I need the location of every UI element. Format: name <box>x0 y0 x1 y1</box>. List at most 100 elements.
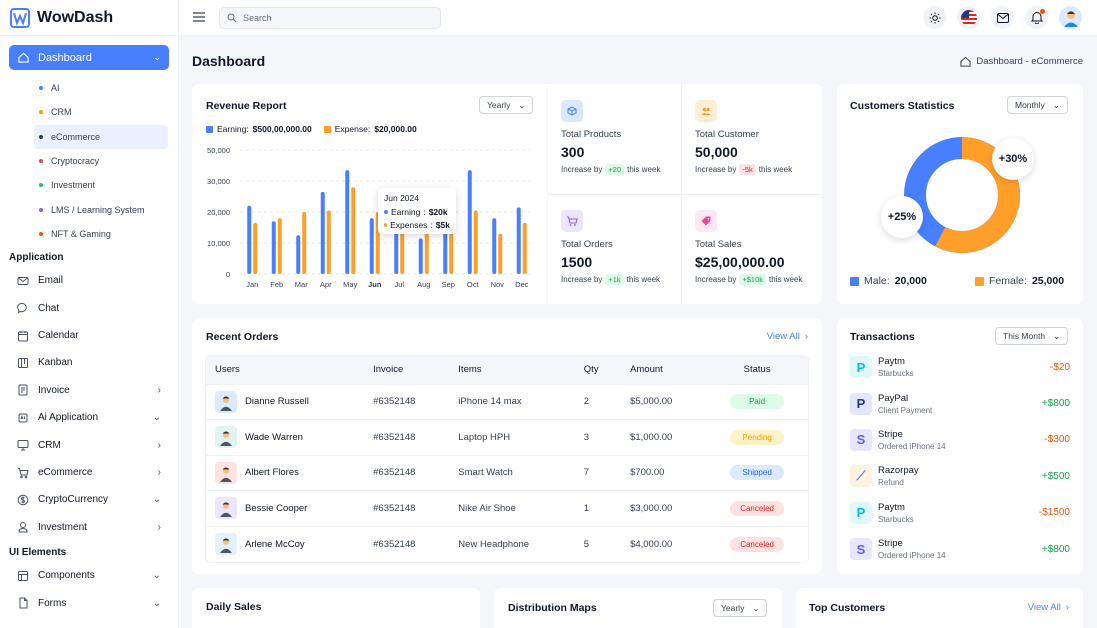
sidebar-item-components[interactable]: Components ⌄ <box>0 562 178 589</box>
transaction-name: Stripe <box>878 428 903 440</box>
bar-earning-aug[interactable] <box>418 238 423 274</box>
revenue-period-select[interactable]: Yearly ⌄ <box>479 96 534 114</box>
sidebar-item-ai-application[interactable]: Ai Application ⌄ <box>0 404 178 431</box>
calendar-icon <box>17 330 29 342</box>
avatar[interactable] <box>1059 6 1082 29</box>
invoice-cell: #6352148 <box>364 490 450 526</box>
bar-earning-jan[interactable] <box>247 205 252 274</box>
search-input[interactable]: Search <box>219 7 441 29</box>
orders-table: Users Invoice Items Qty Amount Status Dianne … <box>205 355 809 563</box>
qty-cell: 2 <box>574 383 622 420</box>
theme-toggle-button[interactable] <box>923 6 946 29</box>
x-tick-label: May <box>343 280 357 289</box>
table-row[interactable]: Wade Warren #6352148 Laptop HPH 3 $1,000.00 P… <box>206 419 808 455</box>
x-tick-label: Sep <box>442 280 455 289</box>
transaction-name: Razorpay <box>878 465 919 477</box>
sidebar-item-forms[interactable]: Forms ⌄ <box>0 589 178 616</box>
distribution-period-select[interactable]: Yearly ⌄ <box>713 599 768 617</box>
sidebar-item-investment[interactable]: Investment › <box>0 514 178 541</box>
chat-icon <box>17 302 29 314</box>
table-row[interactable]: Arlene McCoy #6352148 New Headphone 5 $4,000… <box>206 525 808 562</box>
cart-icon <box>17 467 29 479</box>
submenu-item-crm[interactable]: CRM <box>0 100 168 124</box>
stat-change: Increase by +20 this week <box>561 164 661 175</box>
user-name: Albert Flores <box>245 467 299 479</box>
list-item[interactable]: P Paytm Starbucks -$1500 <box>850 495 1070 531</box>
list-item[interactable]: ⟋ Razorpay Refund +$500 <box>850 458 1070 494</box>
sidebar-item-kanban[interactable]: Kanban <box>0 349 178 376</box>
bullet-icon <box>39 207 43 212</box>
submenu-item-ai[interactable]: AI <box>0 76 168 100</box>
sidebar-item-invoice[interactable]: Invoice › <box>0 377 178 404</box>
view-all-orders-link[interactable]: View All › <box>766 331 808 342</box>
bar-earning-dec[interactable] <box>516 207 521 274</box>
bar-earning-apr[interactable] <box>320 191 325 274</box>
logo[interactable]: WowDash <box>0 0 178 36</box>
transaction-subtitle: Client Payment <box>878 405 933 415</box>
sidebar-item-calendar[interactable]: Calendar <box>0 322 178 349</box>
submenu-item-lms-learning-system[interactable]: LMS / Learning System <box>0 197 168 221</box>
revenue-report-card: Revenue Report Yearly ⌄ Earning: $500,00,… <box>192 84 547 304</box>
bar-earning-jun[interactable] <box>369 218 374 274</box>
tooltip-expense-value: $5k <box>435 220 450 230</box>
sidebar-item-chat[interactable]: Chat <box>0 294 178 321</box>
bar-expense-nov[interactable] <box>498 233 503 274</box>
x-tick-label: Nov <box>491 280 505 289</box>
bar-expense-mar[interactable] <box>302 212 307 274</box>
list-item[interactable]: P PayPal Client Payment +$800 <box>850 385 1070 421</box>
bar-expense-apr[interactable] <box>326 210 331 274</box>
submenu-label: NFT & Gaming <box>51 228 111 239</box>
sidebar-item-email[interactable]: Email <box>0 267 178 294</box>
bar-earning-feb[interactable] <box>271 221 276 274</box>
stat-total-sales: Total Sales $25,00,000.00 Increase by +$10k… <box>695 210 802 285</box>
menu-icon[interactable] <box>193 12 205 22</box>
sidebar-item-dashboard[interactable]: Dashboard ⌄ <box>9 45 169 70</box>
view-all-customers-link[interactable]: View All › <box>1027 602 1069 613</box>
notifications-button[interactable] <box>1025 6 1048 29</box>
bar-expense-may[interactable] <box>351 187 356 274</box>
submenu-item-cryptocracy[interactable]: Cryptocracy <box>0 149 168 173</box>
table-row[interactable]: Dianne Russell #6352148 iPhone 14 max 2 $5,0… <box>206 383 808 420</box>
x-tick-label: Jul <box>394 280 404 289</box>
sidebar-item-crm[interactable]: CRM › <box>0 431 178 458</box>
page-title: Dashboard <box>192 53 266 69</box>
messages-button[interactable] <box>991 6 1014 29</box>
column-header-users: Users <box>206 356 365 384</box>
select-value: Monthly <box>1015 100 1045 110</box>
bar-expense-dec[interactable] <box>522 222 527 274</box>
transactions-period-select[interactable]: This Month ⌄ <box>995 327 1069 345</box>
x-tick-label: Dec <box>515 280 529 289</box>
bar-earning-mar[interactable] <box>296 235 301 274</box>
customers-period-select[interactable]: Monthly ⌄ <box>1007 96 1068 114</box>
bar-earning-oct[interactable] <box>467 170 472 274</box>
list-item[interactable]: P Paytm Starbucks -$20 <box>850 349 1070 385</box>
submenu-item-ecommerce[interactable]: eCommerce <box>34 124 168 149</box>
submenu-label: CRM <box>51 107 72 118</box>
bar-earning-may[interactable] <box>345 170 350 274</box>
sidebar-item-cryptocurrency[interactable]: CryptoCurrency ⌄ <box>0 486 178 513</box>
bar-expense-jan[interactable] <box>253 222 258 274</box>
bar-earning-nov[interactable] <box>492 218 497 274</box>
column-header-items: Items <box>449 356 575 384</box>
submenu-item-investment[interactable]: Investment <box>0 173 168 197</box>
ai-icon <box>17 412 29 424</box>
bar-expense-feb[interactable] <box>277 218 282 274</box>
female-percent-bubble: +30% <box>992 138 1034 180</box>
sidebar-item-ecommerce[interactable]: eCommerce › <box>0 459 178 486</box>
list-item[interactable]: S Stripe Ordered iPhone 14 +$800 <box>850 531 1070 567</box>
customers-statistics-card: Customers Statistics Monthly ⌄ +30% +25%… <box>837 84 1083 304</box>
male-percent-bubble: +25% <box>881 196 923 238</box>
language-button[interactable] <box>957 6 980 29</box>
transaction-subtitle: Ordered iPhone 14 <box>878 441 946 451</box>
table-row[interactable]: Bessie Cooper #6352148 Nike Air Shoe 1 $3,00… <box>206 490 808 526</box>
stat-label: Total Orders <box>561 239 613 250</box>
breadcrumb[interactable]: Dashboard - eCommerce <box>960 56 1083 67</box>
table-row[interactable]: Albert Flores #6352148 Smart Watch 7 $700.00… <box>206 454 808 491</box>
transaction-name: Paytm <box>878 501 905 513</box>
list-item[interactable]: S Stripe Ordered iPhone 14 -$300 <box>850 422 1070 458</box>
transaction-amount: +$800 <box>1041 398 1070 410</box>
stat-value: 1500 <box>561 254 593 270</box>
transaction-amount: -$1500 <box>1038 507 1070 519</box>
bar-expense-oct[interactable] <box>473 210 478 274</box>
submenu-item-nft-gaming[interactable]: NFT & Gaming <box>0 222 168 246</box>
